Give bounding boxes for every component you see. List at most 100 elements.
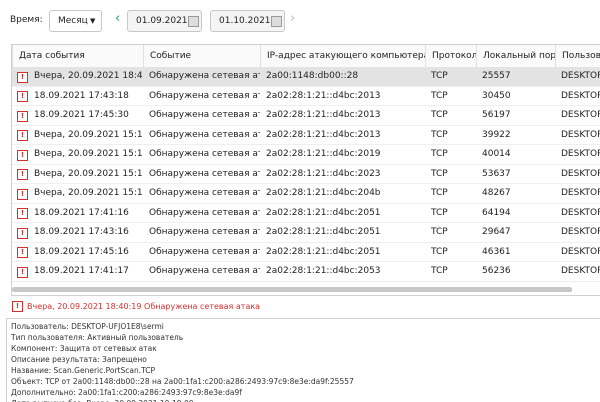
table-cell: TCP (431, 207, 448, 218)
period-dropdown[interactable]: Месяц ▼ (49, 10, 102, 32)
table-cell: Обнаружена сетевая атака (149, 227, 260, 237)
details-panel: Пользователь: DESKTOP-UFJO1E8\sermi Тип п… (6, 318, 600, 402)
alert-icon: ! (17, 169, 28, 180)
table-cell: Обнаружена сетевая атака (149, 90, 260, 101)
calendar-icon (188, 16, 199, 27)
table-cell: Вчера, 20.09.2021 15:17:39 (34, 149, 143, 159)
table-cell: Вчера, 20.09.2021 15:16:58 (34, 188, 143, 198)
table-cell: 40014 (482, 149, 511, 159)
table-cell: TCP (431, 71, 448, 81)
details-line: Компонент: Защита от сетевых атак (11, 344, 157, 353)
table-cell: TCP (431, 168, 448, 179)
table-cell: DESKTOP (561, 168, 600, 179)
table-cell: Обнаружена сетевая атака (149, 266, 260, 276)
alert-icon: ! (17, 71, 28, 83)
table-cell: 2a02:28:1:21::d4bc:2013 (266, 90, 381, 101)
table-cell: Обнаружена сетевая атака (149, 149, 260, 159)
table-cell: TCP (431, 90, 448, 101)
table-cell: 25557 (482, 71, 511, 81)
table-cell: 18.09.2021 17:41:16 (34, 207, 129, 218)
table-cell: 39922 (482, 129, 511, 140)
table-cell: DESKTOP (561, 90, 600, 101)
table-cell: TCP (431, 188, 448, 198)
table-cell: 29647 (482, 227, 511, 237)
date-to[interactable]: 01.10.2021 (210, 10, 285, 32)
table-cell: Обнаружена сетевая атака (149, 246, 260, 257)
period-value: Месяц (58, 16, 88, 26)
table-cell: 2a02:28:1:21::d4bc:2051 (266, 227, 381, 237)
table-cell: TCP (431, 110, 448, 120)
prev-button[interactable]: ‹ (115, 11, 121, 26)
table-row[interactable] (12, 86, 600, 106)
table-cell: DESKTOP (561, 246, 600, 257)
events-table (11, 44, 600, 296)
table-cell: DESKTOP (561, 71, 600, 81)
table-cell: 18.09.2021 17:45:30 (34, 110, 129, 120)
column-header[interactable]: Событие (143, 45, 260, 67)
alert-icon: ! (12, 301, 23, 312)
details-line: Дополнительно: 2a00:1fa1:c200:a286:2493:… (11, 388, 242, 397)
alert-icon: ! (17, 208, 28, 219)
column-header[interactable]: Протокол (425, 45, 476, 67)
next-button[interactable]: › (290, 11, 296, 26)
column-header[interactable]: Дата события (12, 45, 143, 67)
details-line: Объект: TCP от 2a00:1148:db00::28 на 2a0… (11, 377, 354, 386)
table-cell: 48267 (482, 188, 511, 198)
column-header[interactable]: IP-адрес атакующего компьютера (260, 45, 425, 67)
table-cell: Обнаружена сетевая атака (149, 168, 260, 179)
table-cell: TCP (431, 266, 448, 276)
table-cell: DESKTOP (561, 266, 600, 276)
table-row[interactable] (12, 242, 600, 262)
table-cell: Вчера, 20.09.2021 15:14:01 (34, 129, 143, 140)
table-cell: 2a02:28:1:21::d4bc:2013 (266, 110, 381, 120)
table-cell: TCP (431, 246, 448, 257)
table-row[interactable] (12, 67, 600, 87)
scrollbar (12, 287, 572, 292)
table-cell: Обнаружена сетевая атака (149, 207, 260, 218)
date-from-value: 01.09.2021 (136, 16, 188, 26)
table-cell: 2a00:1148:db00::28 (266, 71, 359, 81)
table-row[interactable] (12, 203, 600, 223)
details-line: Дата выпуска баз: Вчера, 20.09.2021 10:1… (11, 399, 194, 402)
alert-icon: ! (17, 149, 28, 161)
table-cell: 2a02:28:1:21::d4bc:2019 (266, 149, 381, 159)
date-to-value: 01.10.2021 (219, 16, 271, 26)
details-line: Пользователь: DESKTOP-UFJO1E8\sermi (11, 322, 164, 331)
alert-icon: ! (17, 130, 28, 141)
table-row[interactable] (12, 223, 600, 243)
alert-icon: ! (17, 110, 28, 122)
table-cell: 2a02:28:1:21::d4bc:2051 (266, 246, 381, 257)
column-header[interactable]: Локальный порт (476, 45, 555, 67)
table-cell: 18.09.2021 17:43:18 (34, 90, 129, 101)
table-cell: 18.09.2021 17:43:16 (34, 227, 129, 237)
table-cell: TCP (431, 227, 448, 237)
table-cell: 64194 (482, 207, 511, 218)
details-title: Вчера, 20.09.2021 18:40:19 Обнаружена се… (27, 302, 261, 311)
table-row[interactable] (12, 164, 600, 184)
table-row[interactable] (12, 106, 600, 126)
table-cell: 2a02:28:1:21::d4bc:2023 (266, 168, 381, 179)
alert-icon: ! (17, 91, 28, 102)
details-line: Название: Scan.Generic.PortScan.TCP (11, 366, 156, 375)
table-row[interactable] (12, 125, 600, 145)
details-line: Описание результата: Запрещено (11, 355, 147, 364)
table-cell: DESKTOP (561, 188, 600, 198)
time-label: Время: (10, 15, 43, 25)
column-header[interactable]: Пользовате (555, 45, 600, 67)
table-cell: DESKTOP (561, 110, 600, 120)
table-cell: 46361 (482, 246, 511, 257)
table-cell: 18.09.2021 17:45:16 (34, 246, 129, 257)
table-cell: DESKTOP (561, 207, 600, 218)
alert-icon: ! (17, 227, 28, 239)
table-cell: 2a02:28:1:21::d4bc:2013 (266, 129, 381, 140)
table-cell: 2a02:28:1:21::d4bc:2051 (266, 207, 381, 218)
table-row[interactable] (12, 184, 600, 204)
table-row[interactable] (12, 145, 600, 165)
table-cell: TCP (431, 149, 448, 159)
table-cell: 56236 (482, 266, 511, 276)
date-from[interactable]: 01.09.2021 (127, 10, 202, 32)
details-line: Тип пользователя: Активный пользователь (11, 333, 184, 342)
table-cell: 2a02:28:1:21::d4bc:204b (266, 188, 381, 198)
table-row[interactable] (12, 262, 600, 282)
